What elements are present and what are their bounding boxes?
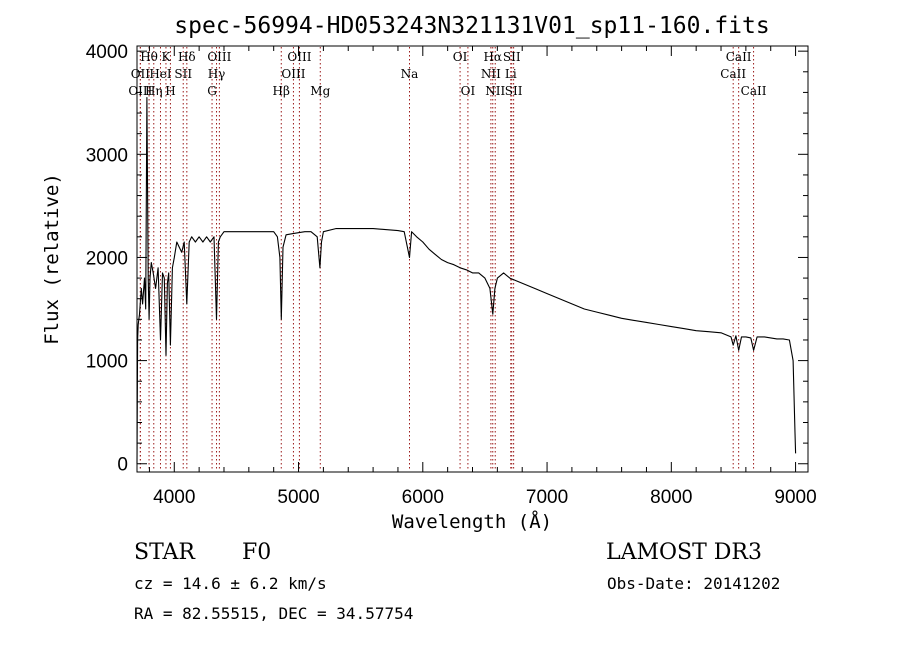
line-label: SII — [503, 50, 521, 64]
line-label: NII — [481, 67, 501, 81]
x-tick-label: 8000 — [650, 487, 692, 508]
line-label: Li — [505, 67, 517, 81]
x-axis: 4000 5000 6000 7000 8000 9000 — [148, 46, 817, 508]
survey-label: LAMOST DR3 — [606, 540, 762, 565]
y-axis: 0 1000 2000 3000 4000 — [86, 42, 808, 476]
obs-date: Obs-Date: 20141202 — [607, 574, 781, 593]
object-class: STAR — [134, 540, 195, 565]
line-label: K — [161, 50, 171, 64]
line-label: Hβ — [273, 84, 290, 98]
x-axis-label: Wavelength (Å) — [392, 510, 552, 533]
line-label: OI — [453, 50, 468, 64]
x-tick-label: 5000 — [277, 487, 319, 508]
line-label: SII — [505, 84, 523, 98]
line-label: Hα — [483, 50, 502, 64]
coordinates: RA = 82.55515, DEC = 34.57754 — [134, 604, 414, 623]
line-markers — [139, 47, 755, 471]
x-tick-label: 9000 — [774, 487, 816, 508]
x-tick-label: 7000 — [526, 487, 568, 508]
line-label: NII — [485, 84, 505, 98]
line-label: OI — [461, 84, 476, 98]
plot-frame — [136, 45, 809, 473]
line-label: CaII — [720, 67, 746, 81]
line-label: G — [207, 84, 217, 98]
redshift-value: cz = 14.6 ± 6.2 km/s — [134, 574, 327, 593]
line-label: Mg — [310, 84, 330, 98]
line-label: OIII — [287, 50, 311, 64]
line-label: CaII — [741, 84, 767, 98]
line-labels: Hθ OII OIII K HeI Hη SII H Hδ OIII Hγ G OIII OIII Hβ Mg… — [128, 50, 766, 98]
line-label: OII — [131, 67, 151, 81]
line-label: Hθ — [140, 50, 158, 64]
spectrum-line — [136, 97, 797, 464]
y-tick-label: 0 — [117, 455, 128, 476]
y-tick-label: 3000 — [86, 145, 128, 166]
subclass: F0 — [242, 540, 272, 565]
line-label: OIII — [207, 50, 231, 64]
y-axis-label: Flux (relative) — [41, 173, 63, 345]
line-label: CaII — [726, 50, 752, 64]
line-label: OIII — [281, 67, 305, 81]
y-tick-label: 1000 — [86, 352, 128, 373]
line-label: Hδ — [178, 50, 196, 64]
x-tick-label: 4000 — [153, 487, 195, 508]
line-label: Na — [401, 67, 419, 81]
line-label: Hγ — [208, 67, 226, 81]
line-label: Hη — [145, 84, 163, 98]
line-label: SII — [174, 67, 192, 81]
y-tick-label: 4000 — [86, 42, 128, 63]
x-tick-label: 6000 — [402, 487, 444, 508]
line-label: OIII — [128, 84, 152, 98]
chart-title: spec-56994-HD053243N321131V01_sp11-160.f… — [174, 13, 769, 39]
line-label: HeI — [149, 67, 172, 81]
y-tick-label: 2000 — [86, 248, 128, 269]
line-label: H — [165, 84, 175, 98]
